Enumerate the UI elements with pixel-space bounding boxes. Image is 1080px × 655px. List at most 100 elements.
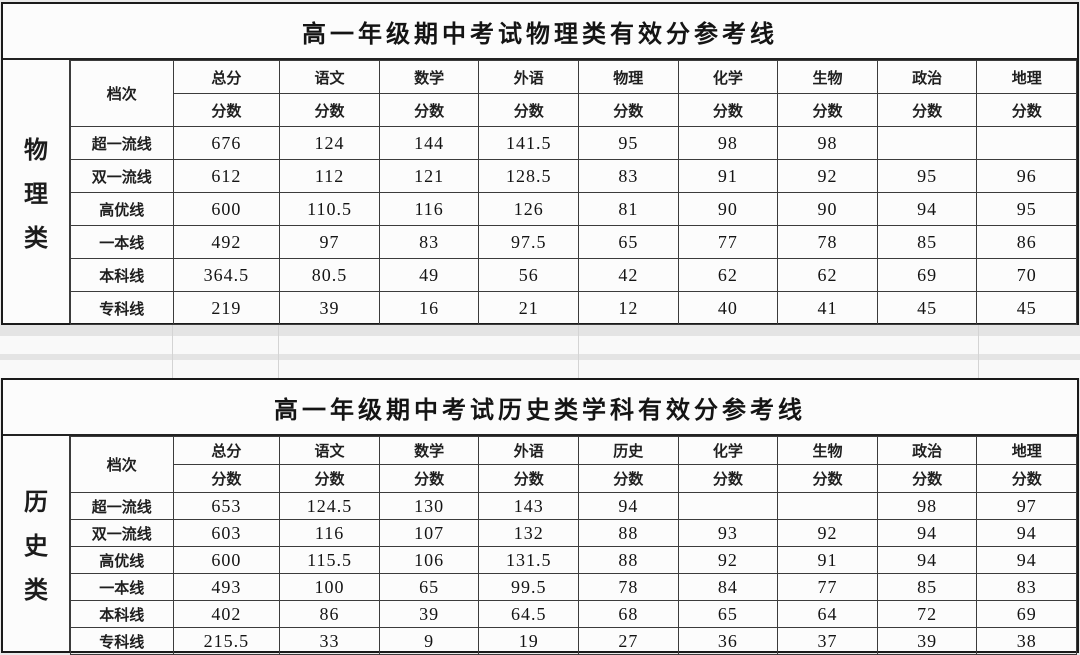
score-subheader: 分数 xyxy=(478,464,580,493)
tier-label: 双一流线 xyxy=(70,519,174,547)
score-cell: 97 xyxy=(279,225,380,259)
score-cell: 141.5 xyxy=(478,126,580,160)
table-title: 高一年级期中考试历史类学科有效分参考线 xyxy=(3,380,1077,436)
score-cell: 600 xyxy=(172,546,281,574)
score-cell: 98 xyxy=(876,492,978,520)
tier-label: 本科线 xyxy=(70,258,174,292)
score-cell: 90 xyxy=(677,192,779,226)
score-cell: 676 xyxy=(172,126,281,160)
tier-label: 本科线 xyxy=(70,600,174,628)
score-cell: 12 xyxy=(578,291,679,325)
score-cell: 98 xyxy=(777,126,878,160)
score-cell: 94 xyxy=(976,519,1077,547)
score-cell: 33 xyxy=(279,627,380,655)
score-cell: 78 xyxy=(578,573,679,601)
score-cell: 95 xyxy=(578,126,679,160)
score-cell: 143 xyxy=(478,492,580,520)
score-cell: 603 xyxy=(172,519,281,547)
score-grid: 档次 总分 语文 数学 外语 物理 化学 生物 政治 地理 分数 分数 分数 分数 分数 分数 分数 分数 分数 超一… xyxy=(70,60,1077,325)
score-subheader: 分数 xyxy=(578,464,679,493)
score-cell: 49 xyxy=(378,258,480,292)
score-cell: 77 xyxy=(777,573,878,601)
score-subheader: 分数 xyxy=(976,464,1077,493)
score-cell: 77 xyxy=(677,225,779,259)
score-cell: 65 xyxy=(578,225,679,259)
score-cell: 39 xyxy=(279,291,380,325)
score-cell: 39 xyxy=(378,600,480,628)
score-cell: 600 xyxy=(172,192,281,226)
score-subheader: 分数 xyxy=(172,93,281,127)
score-subheader: 分数 xyxy=(478,93,580,127)
score-cell: 116 xyxy=(279,519,380,547)
subject-header: 生物 xyxy=(777,60,878,94)
score-cell: 128.5 xyxy=(478,159,580,193)
score-cell: 144 xyxy=(378,126,480,160)
subject-header: 政治 xyxy=(876,60,978,94)
score-cell: 99.5 xyxy=(478,573,580,601)
score-cell: 132 xyxy=(478,519,580,547)
score-cell: 65 xyxy=(677,600,779,628)
score-cell: 21 xyxy=(478,291,580,325)
score-cell: 19 xyxy=(478,627,580,655)
score-cell: 90 xyxy=(777,192,878,226)
subject-header: 政治 xyxy=(876,436,978,465)
grid-line xyxy=(172,325,173,378)
score-cell: 16 xyxy=(378,291,480,325)
score-cell: 69 xyxy=(976,600,1077,628)
score-cell: 97 xyxy=(976,492,1077,520)
score-cell: 37 xyxy=(777,627,878,655)
score-cell: 94 xyxy=(876,546,978,574)
table-row: 高优线 600 110.5 116 126 81 90 90 94 95 xyxy=(70,192,1077,226)
score-cell: 91 xyxy=(777,546,878,574)
table-row: 双一流线 612 112 121 128.5 83 91 92 95 96 xyxy=(70,159,1077,193)
category-char: 理 xyxy=(24,182,48,208)
score-cell: 110.5 xyxy=(279,192,380,226)
score-cell: 95 xyxy=(876,159,978,193)
score-cell: 39 xyxy=(876,627,978,655)
score-cell: 9 xyxy=(378,627,480,655)
score-subheader: 分数 xyxy=(378,464,480,493)
score-cell: 86 xyxy=(279,600,380,628)
category-char: 史 xyxy=(24,534,48,560)
score-cell: 70 xyxy=(976,258,1077,292)
table-title: 高一年级期中考试物理类有效分参考线 xyxy=(3,4,1077,60)
score-cell: 41 xyxy=(777,291,878,325)
score-cell: 124 xyxy=(279,126,380,160)
score-cell: 612 xyxy=(172,159,281,193)
tier-label: 高优线 xyxy=(70,546,174,574)
score-cell: 492 xyxy=(172,225,281,259)
physics-score-table: 高一年级期中考试物理类有效分参考线 物理类 档次 总分 语文 数学 外语 物理 化学 生物 政治… xyxy=(1,2,1079,325)
score-subheader: 分数 xyxy=(777,93,878,127)
table-row: 专科线 219 39 16 21 12 40 41 45 45 xyxy=(70,291,1077,325)
score-cell: 115.5 xyxy=(279,546,380,574)
table-body: 物理类 档次 总分 语文 数学 外语 物理 化学 生物 政治 地理 分数 分数 分数 分数 分数 分数 分数 分数… xyxy=(3,60,1077,325)
table-row: 一本线 492 97 83 97.5 65 77 78 85 86 xyxy=(70,225,1077,259)
spreadsheet-gap xyxy=(0,325,1080,378)
score-cell: 45 xyxy=(876,291,978,325)
table-row: 双一流线 603 116 107 132 88 93 92 94 94 xyxy=(70,519,1077,547)
score-cell: 36 xyxy=(677,627,779,655)
table-row: 本科线 402 86 39 64.5 68 65 64 72 69 xyxy=(70,600,1077,628)
score-cell: 83 xyxy=(976,573,1077,601)
subject-header: 化学 xyxy=(677,436,779,465)
tier-label: 一本线 xyxy=(70,573,174,601)
score-cell: 126 xyxy=(478,192,580,226)
score-cell: 64 xyxy=(777,600,878,628)
score-cell: 93 xyxy=(677,519,779,547)
category-char: 历 xyxy=(24,490,48,516)
score-cell: 92 xyxy=(777,159,878,193)
category-label: 物理类 xyxy=(3,60,70,323)
subject-header: 总分 xyxy=(172,60,281,94)
table-row: 一本线 493 100 65 99.5 78 84 77 85 83 xyxy=(70,573,1077,601)
score-cell: 38 xyxy=(976,627,1077,655)
subject-header: 语文 xyxy=(279,60,380,94)
subject-header: 地理 xyxy=(976,60,1077,94)
score-subheader: 分数 xyxy=(677,93,779,127)
score-cell: 85 xyxy=(876,573,978,601)
score-cell: 81 xyxy=(578,192,679,226)
score-cell: 215.5 xyxy=(172,627,281,655)
score-cell: 94 xyxy=(876,192,978,226)
score-cell: 106 xyxy=(378,546,480,574)
score-cell: 96 xyxy=(976,159,1077,193)
